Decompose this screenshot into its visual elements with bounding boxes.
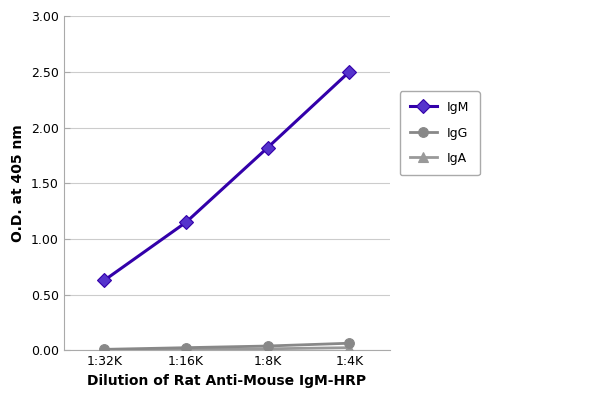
IgM [264, 145, 271, 150]
IgG [346, 341, 353, 346]
IgG [101, 347, 108, 352]
X-axis label: Dilution of Rat Anti-Mouse IgM-HRP: Dilution of Rat Anti-Mouse IgM-HRP [87, 374, 367, 388]
Line: IgA: IgA [100, 343, 354, 355]
Line: IgM: IgM [100, 67, 354, 285]
IgA [182, 347, 190, 352]
IgG [264, 344, 271, 348]
Y-axis label: O.D. at 405 nm: O.D. at 405 nm [11, 124, 25, 242]
IgM [346, 69, 353, 74]
IgA [101, 348, 108, 352]
IgA [264, 346, 271, 351]
IgG [182, 345, 190, 350]
Legend: IgM, IgG, IgA: IgM, IgG, IgA [400, 91, 479, 175]
IgM [182, 220, 190, 225]
IgA [346, 345, 353, 350]
Line: IgG: IgG [100, 338, 354, 354]
IgM [101, 278, 108, 282]
